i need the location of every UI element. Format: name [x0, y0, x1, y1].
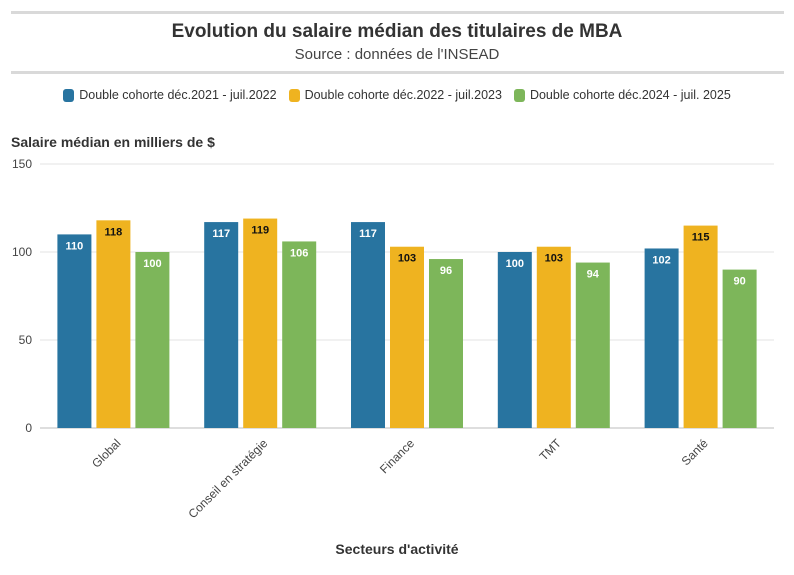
data-label: 103	[545, 253, 563, 265]
y-axis-title: Salaire médian en milliers de $	[11, 134, 215, 150]
data-label: 110	[66, 240, 84, 252]
data-label: 100	[143, 258, 161, 270]
x-tick-label: Finance	[377, 436, 417, 476]
data-label: 100	[506, 258, 524, 270]
legend-item-2022[interactable]: Double cohorte déc.2021 - juil.2022	[63, 88, 277, 102]
legend-item-2025[interactable]: Double cohorte déc.2024 - juil. 2025	[513, 88, 731, 102]
title-bottom-rule	[11, 71, 784, 74]
bar	[96, 220, 131, 428]
x-tick-label: Santé	[679, 436, 711, 468]
bar	[722, 269, 757, 428]
chart-subtitle: Source : données de l'INSEAD	[294, 46, 500, 63]
bar	[644, 248, 679, 428]
data-label: 106	[290, 247, 308, 259]
legend-item-2023[interactable]: Double cohorte déc.2022 - juil.2023	[288, 88, 502, 102]
data-label: 117	[359, 228, 377, 240]
title-top-rule	[11, 11, 784, 14]
data-label: 103	[398, 253, 416, 265]
y-tick-label: 50	[19, 333, 33, 347]
bar	[390, 246, 424, 428]
bar	[204, 222, 239, 428]
bar	[135, 252, 170, 428]
bar	[683, 225, 718, 428]
legend-swatch	[513, 88, 525, 102]
chart-title: Evolution du salaire médian des titulair…	[171, 21, 623, 42]
x-axis-title: Secteurs d'activité	[335, 541, 459, 557]
x-tick-label: Global	[89, 436, 123, 470]
bar	[282, 241, 317, 428]
legend-swatch	[288, 88, 300, 102]
bar	[536, 246, 571, 428]
x-tick-label: Conseil en stratégie	[185, 436, 270, 521]
legend-label: Double cohorte déc.2022 - juil.2023	[304, 88, 502, 102]
bar	[429, 259, 463, 428]
bar	[575, 262, 610, 428]
legend-label: Double cohorte déc.2024 - juil. 2025	[529, 88, 731, 102]
bar	[497, 252, 532, 428]
legend-swatch	[63, 88, 75, 102]
bar	[57, 234, 92, 428]
data-label: 118	[105, 226, 123, 238]
x-tick-label: TMT	[537, 436, 565, 464]
y-tick-label: 150	[12, 157, 32, 171]
bar	[351, 222, 385, 428]
legend: Double cohorte déc.2021 - juil.2022 Doub…	[0, 88, 794, 102]
data-label: 90	[733, 276, 745, 288]
data-label: 96	[440, 265, 452, 277]
data-label: 102	[652, 254, 670, 266]
data-label: 115	[692, 232, 710, 244]
bar	[243, 218, 278, 428]
y-tick-label: 100	[12, 245, 32, 259]
legend-label: Double cohorte déc.2021 - juil.2022	[79, 88, 277, 102]
data-label: 119	[251, 225, 269, 237]
y-tick-label: 0	[25, 421, 32, 435]
data-label: 94	[587, 269, 600, 281]
data-label: 117	[212, 228, 230, 240]
